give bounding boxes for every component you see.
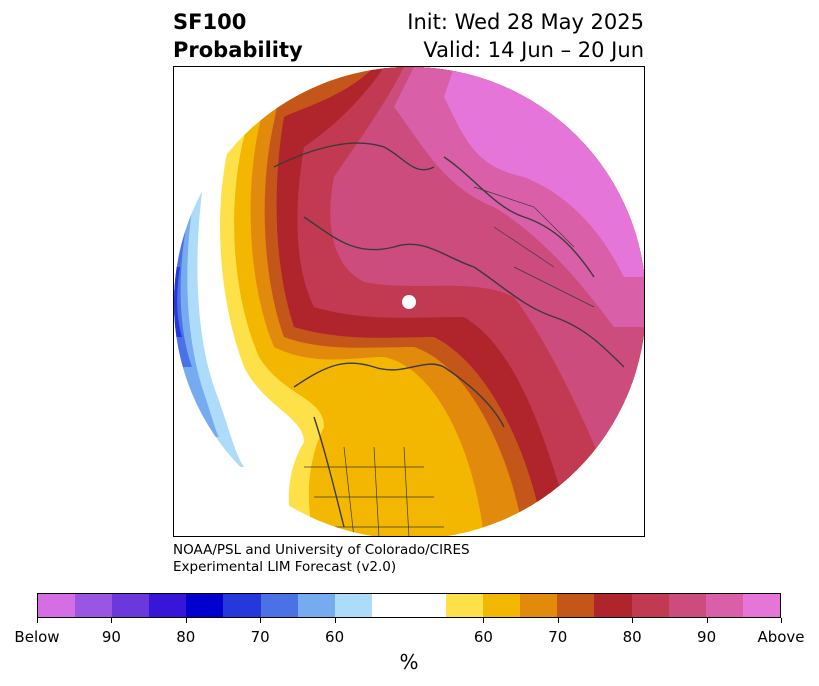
colorbar-segment: [742, 594, 780, 617]
colorbar-tick-label: 60: [473, 628, 493, 646]
colorbar-tick-label: 90: [101, 628, 121, 646]
colorbar-tickmark: [557, 618, 559, 623]
colorbar-tickmark: [37, 618, 38, 623]
colorbar-tick-label: 70: [250, 628, 270, 646]
colorbar-segment: [446, 594, 484, 617]
colorbar-unit: %: [399, 650, 419, 674]
credit-line-2: Experimental LIM Forecast (v2.0): [173, 559, 397, 575]
colorbar-segment: [631, 594, 669, 617]
colorbar-segment: [112, 594, 150, 617]
colorbar-segment: [260, 594, 298, 617]
colorbar-tick-label: 80: [622, 628, 642, 646]
colorbar-segment: [668, 594, 706, 617]
colorbar-segment: [594, 594, 632, 617]
polar-projection: [174, 67, 644, 536]
init-date: Init: Wed 28 May 2025: [407, 10, 644, 34]
colorbar-tickmark: [185, 618, 187, 623]
colorbar-segment: [149, 594, 187, 617]
colorbar-tick-label: 80: [176, 628, 196, 646]
valid-range: Valid: 14 Jun – 20 Jun: [423, 38, 644, 62]
forecast-map: [173, 66, 645, 537]
colorbar-segment: [75, 594, 113, 617]
colorbar-tickmark: [781, 618, 782, 623]
north-pole-marker: [402, 295, 416, 309]
colorbar-segment: [186, 594, 224, 617]
colorbar: [37, 593, 781, 618]
colorbar-segment: [371, 594, 409, 617]
colorbar-tick-label: Above: [757, 628, 805, 646]
title-quantity: Probability: [173, 38, 303, 62]
map-title: SF100 Probability: [173, 8, 303, 64]
title-variable: SF100: [173, 10, 247, 34]
credit-text: NOAA/PSL and University of Colorado/CIRE…: [173, 542, 470, 576]
colorbar-tickmark: [483, 618, 485, 623]
colorbar-segment: [38, 594, 76, 617]
colorbar-segment: [520, 594, 558, 617]
colorbar-segment: [483, 594, 521, 617]
colorbar-tick-label: 70: [548, 628, 568, 646]
colorbar-tick-label: Below: [14, 628, 60, 646]
colorbar-segment: [223, 594, 261, 617]
colorbar-tickmark: [334, 618, 336, 623]
contour-blue-dark: [174, 267, 182, 337]
colorbar-tickmark: [260, 618, 262, 623]
borders: [304, 186, 595, 536]
colorbar-segment: [705, 594, 743, 617]
colorbar-segment: [408, 594, 447, 617]
colorbar-tick-label: 90: [697, 628, 717, 646]
colorbar-segment: [557, 594, 595, 617]
colorbar-segment: [334, 594, 372, 617]
colorbar-tickmark: [632, 618, 634, 623]
forecast-dates: Init: Wed 28 May 2025 Valid: 14 Jun – 20…: [407, 8, 644, 64]
colorbar-tickmark: [706, 618, 708, 623]
colorbar-segment: [297, 594, 335, 617]
coastlines: [273, 142, 625, 528]
colorbar-tickmark: [111, 618, 113, 623]
probability-field: [174, 67, 644, 536]
colorbar-tick-label: 60: [325, 628, 345, 646]
credit-line-1: NOAA/PSL and University of Colorado/CIRE…: [173, 542, 470, 558]
